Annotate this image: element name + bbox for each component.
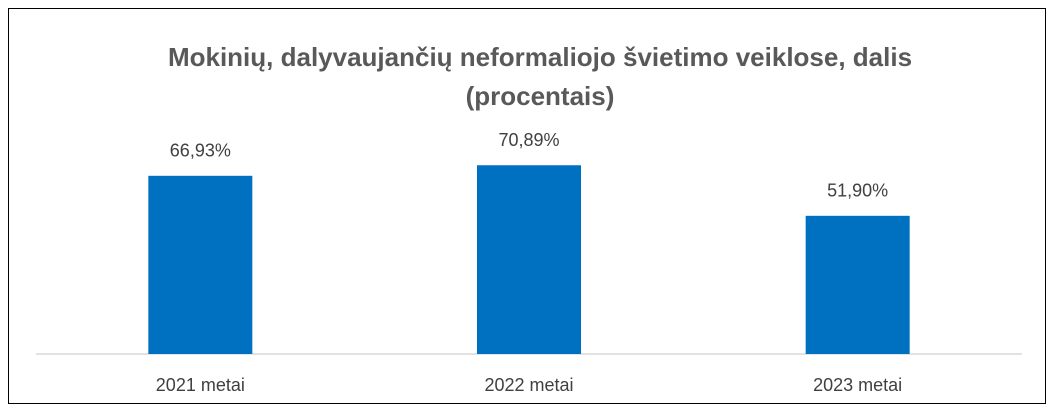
x-tick-label: 2021 metai [156,375,245,395]
x-tick-label: 2022 metai [484,375,573,395]
data-label: 51,90% [827,181,888,201]
bar [805,215,910,354]
chart-border [8,8,1046,404]
x-tick-label: 2023 metai [813,375,902,395]
bar [148,175,253,354]
chart-title: Mokinių, dalyvaujančių neformaliojo švie… [167,42,913,111]
bar [477,165,581,354]
data-label: 66,93% [170,141,231,161]
data-label: 70,89% [498,130,559,150]
